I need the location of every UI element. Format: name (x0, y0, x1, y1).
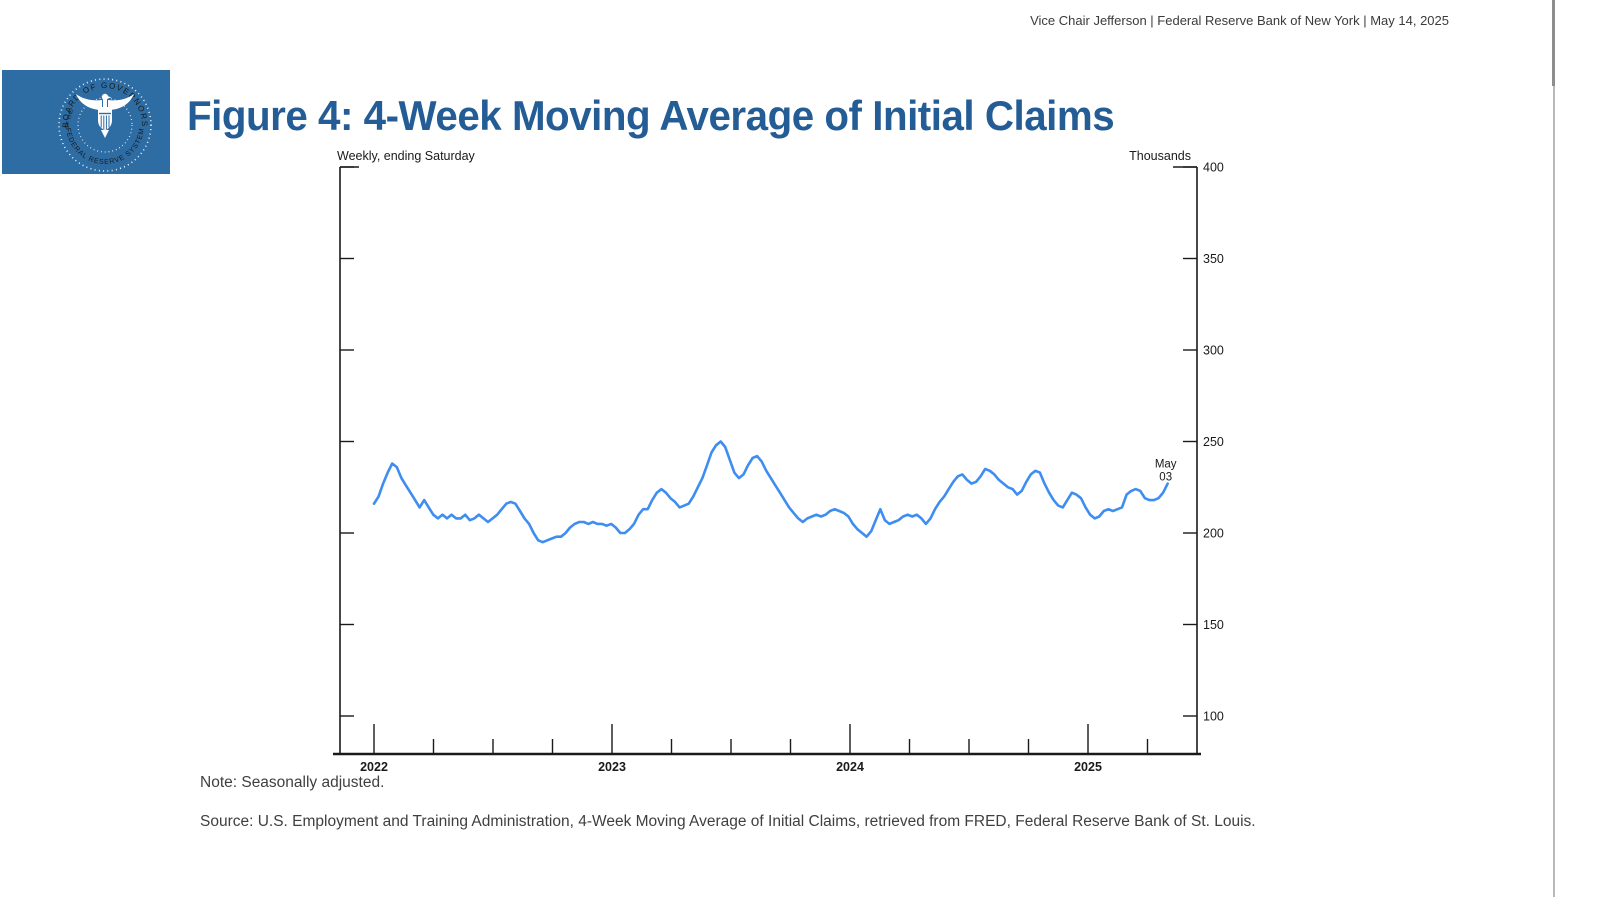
y-ticks (340, 166, 1197, 717)
chart-units-label: Thousands (1129, 149, 1191, 163)
header-attribution: Vice Chair Jefferson | Federal Reserve B… (1030, 13, 1449, 28)
y-tick-label: 250 (1203, 435, 1224, 449)
y-tick-label: 200 (1203, 527, 1224, 541)
scrollbar-thumb[interactable] (1552, 0, 1555, 86)
seal-eagle-icon (76, 93, 134, 138)
seal-text-left: OF THE (64, 108, 75, 129)
annotation-line2: 03 (1159, 472, 1172, 484)
chart-frequency-label: Weekly, ending Saturday (337, 149, 476, 163)
x-tick-label: 2022 (360, 760, 388, 774)
claims-plot: Weekly, ending Saturday Thousands 100 150… (333, 149, 1224, 774)
fed-seal-icon: BOARD OF GOVERNORS FEDERAL RESERVE SYSTE… (58, 78, 152, 172)
claims-line (372, 440, 1170, 544)
y-tick-labels: 100 150 200 250 300 350 400 (1203, 161, 1224, 724)
x-tick-label: 2025 (1074, 760, 1102, 774)
source-text: Source: U.S. Employment and Training Adm… (200, 813, 1256, 830)
annotation-line1: May (1155, 459, 1177, 471)
x-tick-label: 2023 (598, 760, 626, 774)
fed-logo: BOARD OF GOVERNORS FEDERAL RESERVE SYSTE… (2, 70, 170, 174)
note-text: Note: Seasonally adjusted. (200, 774, 385, 791)
x-ticks (373, 724, 1149, 754)
y-tick-label: 150 (1203, 618, 1224, 632)
y-tick-label: 350 (1203, 252, 1224, 266)
x-tick-labels: 2022 2023 2024 2025 (360, 760, 1102, 774)
annotation-date-label: May 03 (1155, 459, 1177, 484)
y-tick-label: 100 (1203, 710, 1224, 724)
chart-region: Weekly, ending Saturday Thousands 100 150… (330, 148, 1225, 783)
plot-axes (333, 166, 1201, 756)
y-tick-label: 300 (1203, 344, 1224, 358)
figure-title: Figure 4: 4-Week Moving Average of Initi… (187, 92, 1115, 139)
x-tick-label: 2024 (836, 760, 864, 774)
scrollbar-track[interactable] (1553, 0, 1555, 897)
y-tick-label: 400 (1203, 161, 1224, 175)
